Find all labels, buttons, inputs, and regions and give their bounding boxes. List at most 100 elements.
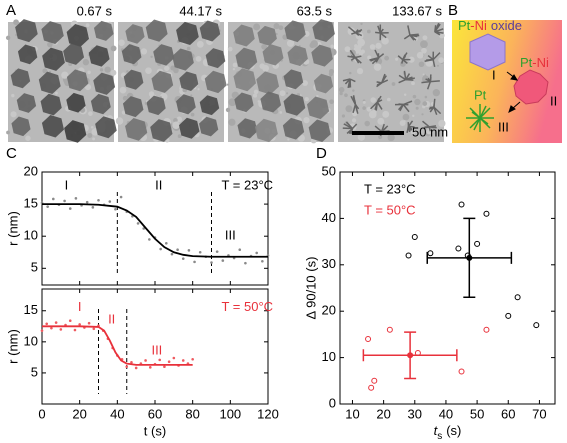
particle (123, 69, 144, 90)
particle (433, 106, 438, 116)
data-point (92, 327, 96, 331)
particle (397, 55, 404, 61)
data-point (458, 201, 465, 208)
alloy-label: Pt-Ni (520, 55, 549, 70)
particle (125, 24, 145, 44)
texture (275, 32, 278, 36)
data-point (172, 356, 176, 360)
texture (286, 92, 289, 95)
texture (11, 93, 15, 98)
data-point (474, 240, 481, 247)
data-point (134, 366, 138, 370)
x-tick-label: 60 (148, 406, 162, 421)
texture (421, 47, 427, 54)
x-tick-label: 20 (72, 406, 86, 421)
y-tick-label: 20 (322, 303, 336, 318)
texture (330, 44, 334, 49)
particle (15, 19, 38, 43)
texture (424, 95, 428, 99)
particle (354, 104, 360, 110)
particle (426, 81, 432, 90)
particle (405, 78, 414, 81)
particle (432, 52, 441, 61)
data-point (411, 233, 418, 240)
fit-line (42, 203, 268, 258)
mean-point (407, 352, 414, 359)
particle (121, 44, 142, 65)
particle (401, 59, 404, 64)
particle (432, 59, 436, 68)
particle (10, 68, 31, 89)
texture (140, 48, 148, 55)
data-point (136, 222, 140, 225)
particle (90, 93, 111, 115)
particle (257, 25, 277, 46)
texture (172, 121, 180, 130)
label-part: s (437, 431, 442, 442)
particle (423, 126, 430, 129)
particle (430, 80, 440, 83)
y-tick-label: 20 (24, 163, 38, 178)
particle (260, 91, 282, 113)
data-point (142, 227, 145, 230)
x-axis-label: t (s) (144, 423, 166, 438)
label-part: -Ni (532, 55, 549, 70)
texture (279, 90, 286, 97)
texture (228, 118, 236, 126)
texture (226, 83, 230, 86)
texture (13, 19, 19, 26)
texture (339, 91, 343, 96)
schematic: Pt-Ni oxide Pt-Ni Pt I II III (452, 18, 562, 143)
texture (422, 35, 428, 41)
texture (150, 55, 153, 59)
particle (311, 44, 333, 67)
data-point (181, 359, 185, 362)
particle (380, 123, 385, 132)
particle (403, 70, 407, 80)
annotation: II (108, 312, 115, 327)
data-point (368, 384, 375, 391)
texture (338, 86, 345, 93)
particle (41, 115, 64, 138)
particle (146, 95, 166, 116)
oxide-particle (469, 33, 506, 71)
texture (85, 23, 90, 28)
x-tick-label: 20 (376, 406, 390, 421)
particle (398, 74, 407, 81)
particle (284, 20, 306, 43)
plot-frame (339, 171, 556, 405)
particle (421, 80, 431, 84)
particle (283, 93, 306, 116)
texture (227, 46, 233, 52)
particle (378, 53, 385, 59)
data-point (85, 200, 89, 204)
particle (151, 70, 174, 93)
texture (408, 56, 415, 63)
texture (55, 91, 58, 95)
texture (395, 57, 399, 61)
texture (173, 67, 179, 74)
data-point (427, 250, 434, 257)
texture (344, 93, 348, 98)
texture (88, 111, 93, 116)
texture (190, 112, 195, 117)
particle (256, 71, 280, 95)
texture (373, 63, 382, 71)
texture (273, 23, 280, 30)
particle (172, 48, 194, 71)
data-point (63, 199, 66, 203)
data-point (52, 197, 55, 201)
particle (347, 78, 351, 89)
particle (371, 57, 380, 65)
texture (366, 29, 371, 34)
texture (47, 41, 53, 48)
particle (145, 19, 168, 42)
texture (387, 97, 391, 102)
particle (376, 95, 382, 103)
texture (362, 100, 366, 104)
label-part: -Ni (470, 18, 487, 33)
particle (233, 68, 257, 92)
data-point (40, 329, 44, 332)
texture (349, 71, 352, 75)
